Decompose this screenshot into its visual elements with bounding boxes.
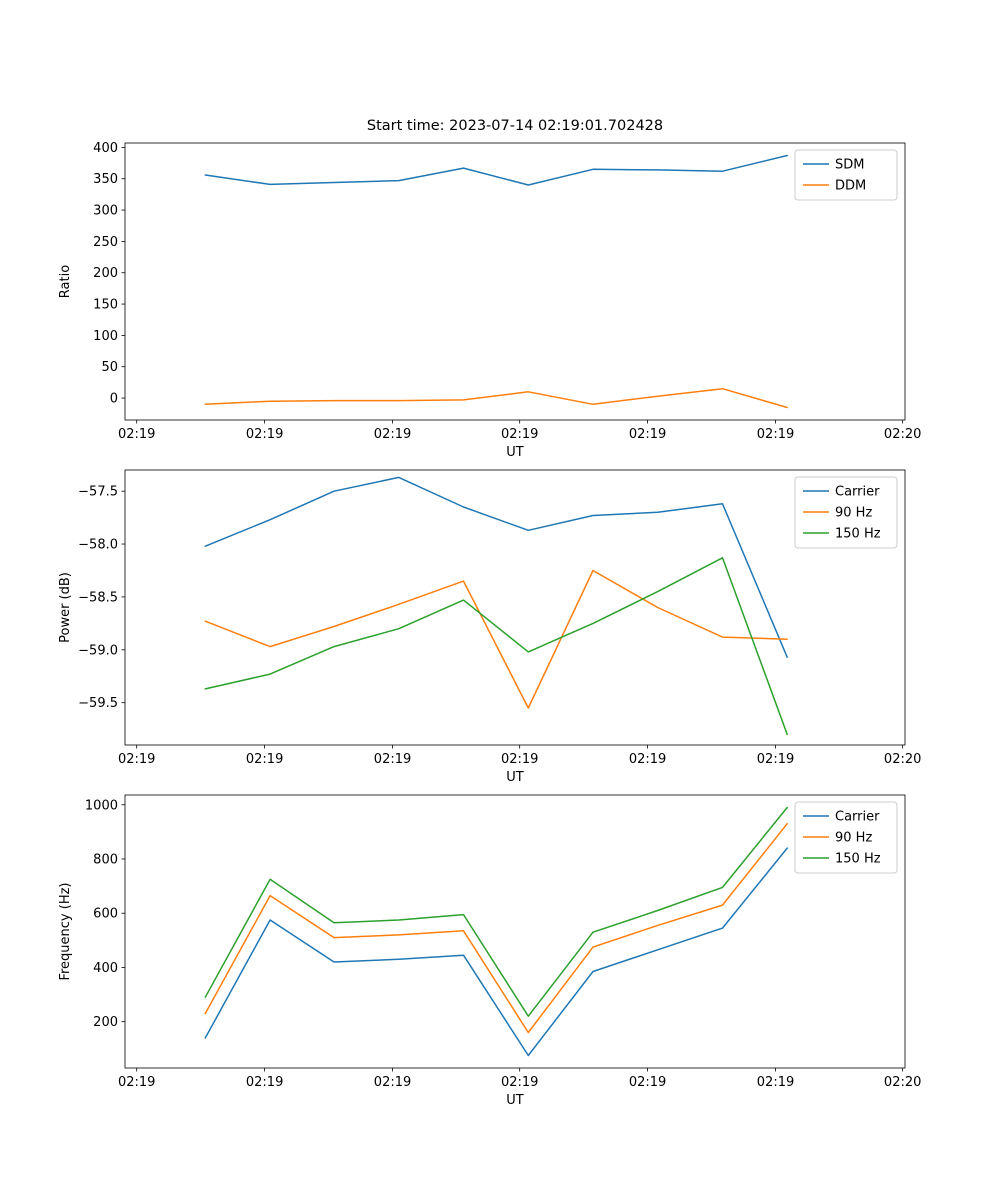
- series-line-sdm: [204, 154, 788, 186]
- x-tick-label: 02:19: [246, 1075, 283, 1090]
- y-tick-label: 200: [93, 266, 118, 281]
- axes-frame: [124, 469, 906, 746]
- series-line-150-hz: [204, 806, 788, 1017]
- x-tick-label: 02:19: [374, 427, 411, 442]
- x-tick-label: 02:20: [884, 427, 921, 442]
- legend-label: SDM: [835, 158, 864, 173]
- legend-label: Carrier: [835, 810, 880, 825]
- x-tick-label: 02:19: [629, 427, 666, 442]
- legend-box: [794, 476, 898, 549]
- legend: Carrier 90 Hz 150 Hz: [794, 476, 898, 549]
- series-line-carrier: [204, 476, 788, 658]
- y-tick-label: 1000: [85, 798, 118, 813]
- x-tick-label: 02:19: [757, 1075, 794, 1090]
- x-axis-label: UT: [506, 1093, 524, 1108]
- series-line-90-hz: [204, 822, 788, 1034]
- x-tick-label: 02:19: [118, 427, 155, 442]
- x-tick-label: 02:19: [246, 427, 283, 442]
- x-tick-label: 02:20: [884, 752, 921, 767]
- x-tick-label: 02:19: [629, 752, 666, 767]
- x-axis-label: UT: [506, 770, 524, 785]
- x-axis-label: UT: [506, 445, 524, 460]
- legend: Carrier 90 Hz 150 Hz: [794, 801, 898, 874]
- y-tick-label: 0: [110, 392, 118, 407]
- x-tick-label: 02:19: [501, 427, 538, 442]
- axes-frame: [124, 794, 906, 1069]
- y-tick-label: −59.5: [78, 696, 118, 711]
- series-line-90-hz: [204, 569, 788, 709]
- series-line-150-hz: [204, 557, 788, 736]
- legend-label: Carrier: [835, 485, 880, 500]
- series-line-carrier: [204, 847, 788, 1057]
- x-tick-label: 02:19: [246, 752, 283, 767]
- y-tick-label: −57.5: [78, 485, 118, 500]
- y-tick-label: 250: [93, 235, 118, 250]
- x-tick-label: 02:19: [118, 1075, 155, 1090]
- y-tick-label: 300: [93, 204, 118, 219]
- subplot-power-plot: −59.5 −59.0 −58.5 −58.0 −57.5 02:19 02:19 02:19…: [58, 469, 921, 785]
- legend-box: [794, 801, 898, 874]
- x-tick-label: 02:19: [757, 427, 794, 442]
- legend-label: DDM: [835, 179, 866, 194]
- subplot-frequency-plot: 200 400 600 800 1000 02:19 02:19 02:19 02:19 02:1…: [58, 794, 921, 1108]
- legend-label: 90 Hz: [835, 506, 872, 521]
- x-tick-label: 02:20: [884, 1075, 921, 1090]
- y-tick-label: 800: [93, 852, 118, 867]
- y-tick-label: 400: [93, 961, 118, 976]
- y-tick-label: 600: [93, 907, 118, 922]
- legend-label: 150 Hz: [835, 527, 881, 542]
- y-tick-label: 400: [93, 141, 118, 156]
- axes-frame: [124, 142, 906, 421]
- y-tick-label: −58.5: [78, 590, 118, 605]
- x-tick-label: 02:19: [374, 752, 411, 767]
- legend-box: [794, 149, 898, 201]
- y-axis-label: Power (dB): [58, 572, 73, 643]
- y-tick-label: 200: [93, 1015, 118, 1030]
- series-line-ddm: [204, 387, 788, 409]
- x-tick-label: 02:19: [118, 752, 155, 767]
- y-tick-label: −58.0: [78, 538, 118, 553]
- figure-title: Start time: 2023-07-14 02:19:01.702428: [366, 118, 664, 134]
- x-tick-label: 02:19: [501, 1075, 538, 1090]
- x-tick-label: 02:19: [501, 752, 538, 767]
- y-tick-label: −59.0: [78, 643, 118, 658]
- y-tick-label: 50: [101, 360, 118, 375]
- x-tick-label: 02:19: [629, 1075, 666, 1090]
- subplot-ratio-plot: 0 50 100 150 200 250 300 350 400 02:19 02:19 02:19 0…: [58, 141, 921, 460]
- y-tick-label: 150: [93, 298, 118, 313]
- legend-label: 90 Hz: [835, 831, 872, 846]
- legend: SDM DDM: [794, 149, 898, 201]
- x-tick-label: 02:19: [374, 1075, 411, 1090]
- x-tick-label: 02:19: [757, 752, 794, 767]
- y-tick-label: 350: [93, 172, 118, 187]
- y-axis-label: Ratio: [58, 265, 73, 298]
- legend-label: 150 Hz: [835, 852, 881, 867]
- y-axis-label: Frequency (Hz): [58, 882, 73, 980]
- y-tick-label: 100: [93, 329, 118, 344]
